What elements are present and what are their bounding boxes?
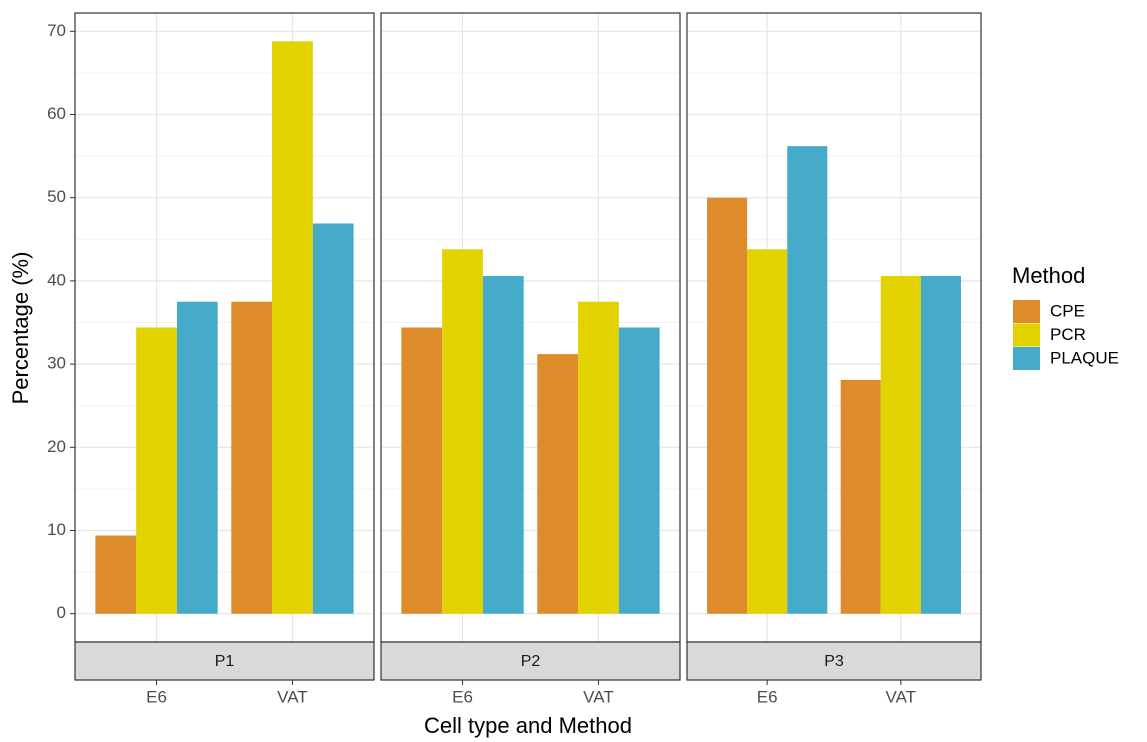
- bar: [482, 275, 524, 614]
- y-tick-label: 50: [47, 187, 66, 206]
- strip-label: P3: [824, 653, 844, 670]
- strip-label: P2: [521, 653, 541, 670]
- legend-title: Method: [1012, 263, 1085, 288]
- legend-key: [1013, 300, 1040, 323]
- y-tick-label: 30: [47, 354, 66, 373]
- strip: [74, 641, 375, 681]
- bar: [920, 275, 961, 614]
- x-axis-title: Cell type and Method: [424, 713, 632, 738]
- legend-label: PCR: [1050, 325, 1086, 344]
- y-tick-label: 70: [47, 21, 66, 40]
- x-tick-label: E6: [757, 687, 778, 706]
- bar: [442, 249, 483, 614]
- strip: [380, 641, 681, 681]
- legend-label: CPE: [1050, 301, 1085, 320]
- bar: [272, 41, 313, 614]
- legend-key: [1013, 323, 1040, 347]
- x-tick-label: VAT: [583, 687, 614, 706]
- bar: [176, 301, 218, 614]
- bar: [537, 354, 579, 614]
- legend-key: [1013, 347, 1040, 370]
- y-tick-label: 20: [47, 437, 66, 456]
- bar: [880, 275, 921, 614]
- y-tick-label: 0: [57, 603, 66, 622]
- bar: [618, 327, 660, 614]
- bar: [787, 146, 828, 614]
- y-tick-label: 60: [47, 104, 66, 123]
- strip: [686, 641, 982, 681]
- bar: [401, 327, 443, 614]
- x-tick-label: E6: [452, 687, 473, 706]
- bar: [231, 301, 273, 614]
- legend-label: PLAQUE: [1050, 348, 1119, 367]
- bar: [747, 249, 788, 614]
- bar: [707, 197, 748, 614]
- bar: [312, 223, 354, 614]
- x-tick-label: VAT: [886, 687, 917, 706]
- strip-label: P1: [215, 653, 235, 670]
- bar: [136, 327, 177, 614]
- bar: [578, 301, 619, 614]
- x-tick-label: VAT: [277, 687, 308, 706]
- y-tick-label: 10: [47, 520, 66, 539]
- bar: [95, 535, 137, 614]
- x-tick-label: E6: [146, 687, 167, 706]
- bar: [840, 379, 881, 614]
- y-axis-title: Percentage (%): [8, 252, 33, 405]
- y-tick-label: 40: [47, 270, 66, 289]
